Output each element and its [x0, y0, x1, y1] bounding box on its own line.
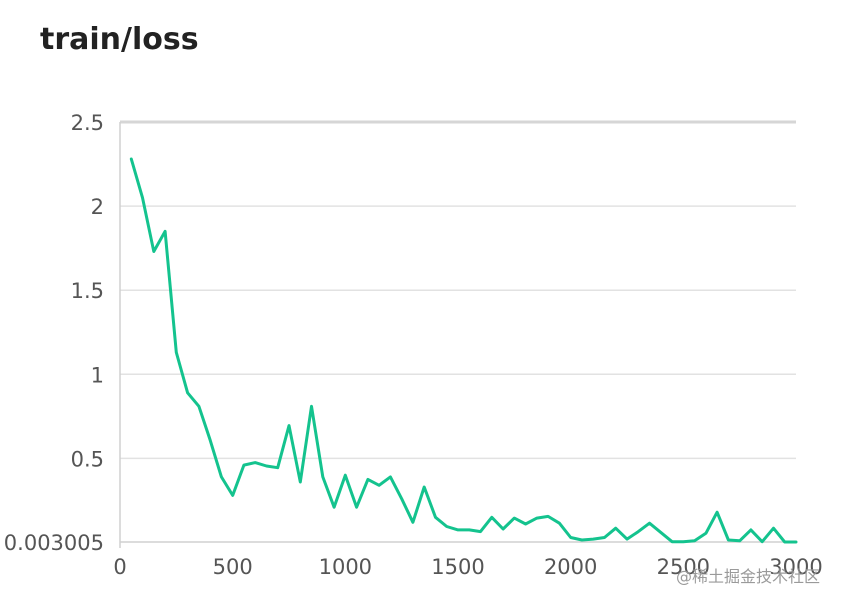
series-line: [129, 157, 798, 544]
x-tick-label: 2500: [657, 555, 710, 579]
x-tick-label: 3000: [769, 555, 822, 579]
chart-title: train/loss: [40, 22, 199, 57]
y-tick-labels: 0.003005 0.5 1 1.5 2 2.5: [4, 111, 104, 555]
x-tick-label: 2000: [544, 555, 597, 579]
y-tick-label: 0.5: [71, 447, 104, 471]
y-tick-label: 0.003005: [4, 531, 104, 555]
watermark-text: @稀土掘金技术社区: [676, 567, 820, 586]
x-tick-label: 1500: [431, 555, 484, 579]
x-tick-label: 500: [213, 555, 253, 579]
series-layer: [129, 157, 798, 544]
x-tick-label: 1000: [319, 555, 372, 579]
x-tick-label: 0: [113, 555, 126, 579]
axes: [119, 122, 796, 548]
y-tick-label: 2: [91, 195, 104, 219]
y-tick-label: 1.5: [71, 279, 104, 303]
y-tick-label: 1: [91, 363, 104, 387]
x-tick-labels: 0 500 1000 1500 2000 2500 3000: [113, 555, 822, 579]
gridlines: [120, 120, 796, 460]
y-tick-label: 2.5: [71, 111, 104, 135]
